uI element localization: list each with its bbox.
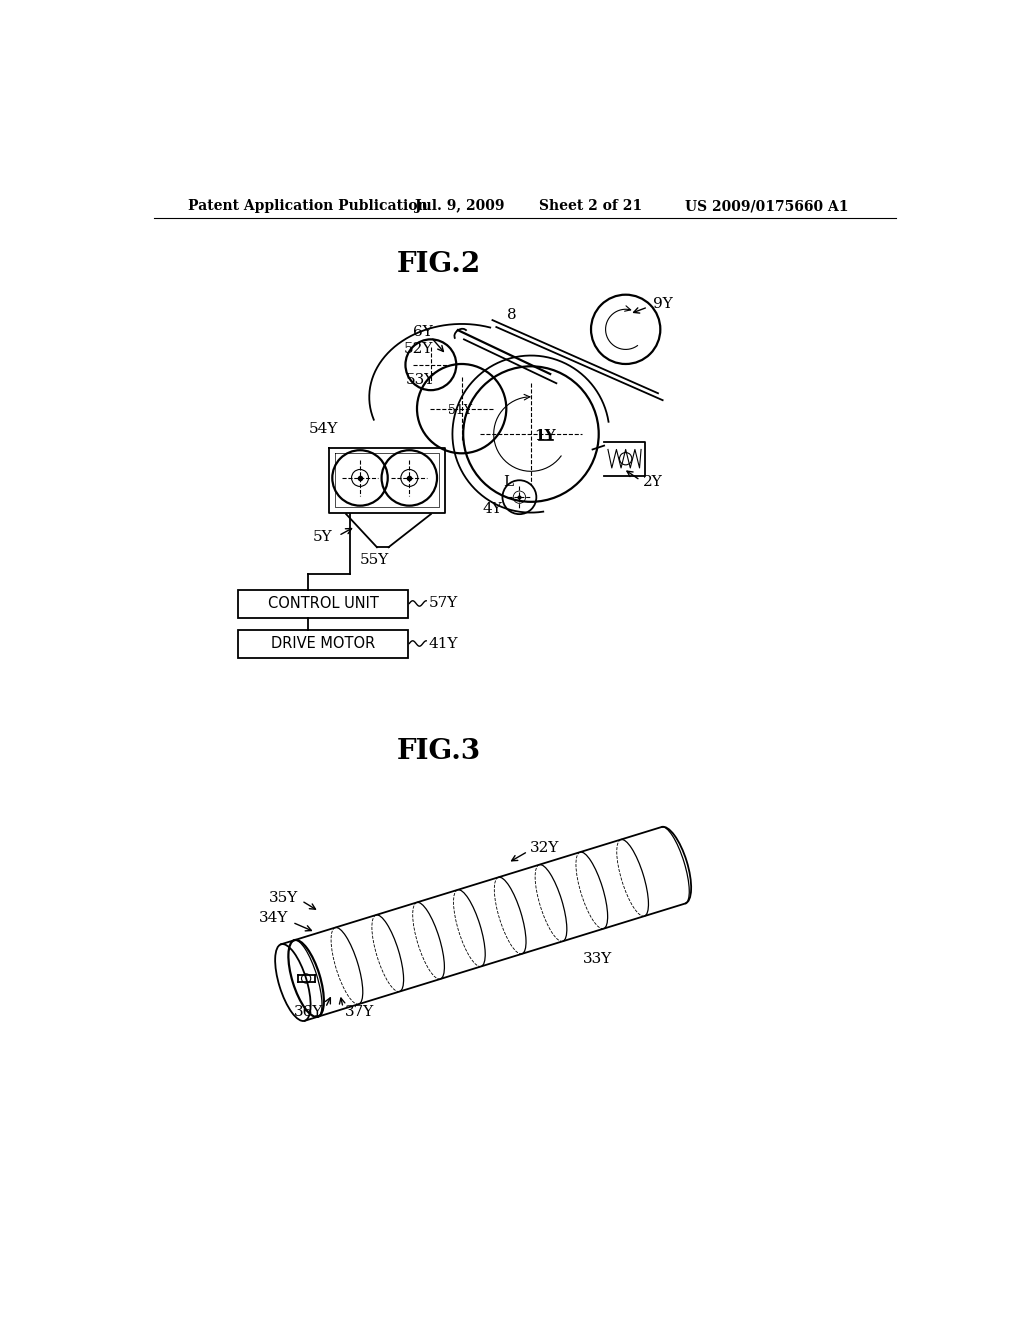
Text: 5Y: 5Y xyxy=(312,531,333,544)
Text: FIG.3: FIG.3 xyxy=(396,738,480,764)
Text: 34Y: 34Y xyxy=(259,911,289,925)
Text: 35Y: 35Y xyxy=(269,891,298,904)
Text: 37Y: 37Y xyxy=(345,1005,374,1019)
Text: US 2009/0175660 A1: US 2009/0175660 A1 xyxy=(685,199,849,213)
Text: 4Y: 4Y xyxy=(482,502,503,516)
Bar xyxy=(239,630,408,659)
Text: 55Y: 55Y xyxy=(360,553,389,568)
Text: Sheet 2 of 21: Sheet 2 of 21 xyxy=(539,199,642,213)
Text: DRIVE MOTOR: DRIVE MOTOR xyxy=(271,636,375,651)
Text: 53Y: 53Y xyxy=(407,374,435,387)
Text: Jul. 9, 2009: Jul. 9, 2009 xyxy=(416,199,505,213)
Text: 2Y: 2Y xyxy=(643,475,663,488)
Text: 8: 8 xyxy=(507,308,516,322)
Text: FIG.2: FIG.2 xyxy=(396,251,480,279)
Text: 57Y: 57Y xyxy=(429,597,458,610)
Text: Patent Application Publication: Patent Application Publication xyxy=(188,199,428,213)
Text: 36Y: 36Y xyxy=(294,1005,323,1019)
Text: L: L xyxy=(503,475,513,488)
Text: 51Y: 51Y xyxy=(449,404,472,417)
Text: 9Y: 9Y xyxy=(652,297,673,312)
Bar xyxy=(239,590,408,618)
Text: 54Y: 54Y xyxy=(309,422,339,437)
Text: 52Y: 52Y xyxy=(403,342,433,356)
Text: CONTROL UNIT: CONTROL UNIT xyxy=(267,595,379,611)
Text: 1Y: 1Y xyxy=(534,429,556,442)
Text: 32Y: 32Y xyxy=(529,841,559,854)
Text: 33Y: 33Y xyxy=(584,952,612,966)
Text: 41Y: 41Y xyxy=(429,636,458,651)
Text: 6Y: 6Y xyxy=(414,325,433,339)
